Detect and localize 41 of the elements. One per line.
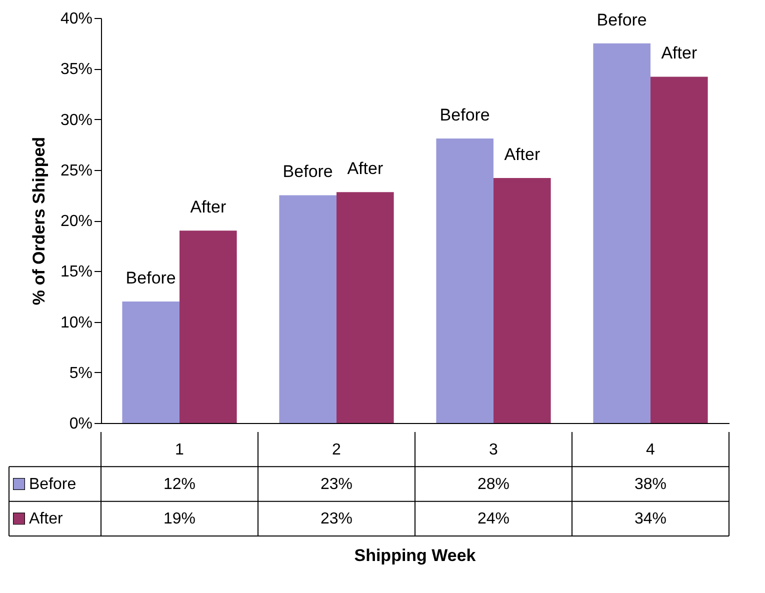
data-label: 19% bbox=[163, 510, 196, 528]
text: After bbox=[190, 198, 226, 217]
data-label: 23% bbox=[320, 476, 353, 493]
data-label: 24% bbox=[477, 510, 510, 528]
text: Before bbox=[282, 162, 333, 182]
x-tick-label: 1 bbox=[175, 441, 184, 458]
bar bbox=[336, 192, 394, 423]
text: Before bbox=[126, 268, 176, 288]
data-label: 23% bbox=[320, 510, 353, 528]
x-tick-label: 3 bbox=[489, 441, 498, 458]
y-tick-label: 10% bbox=[60, 314, 92, 332]
bar bbox=[180, 230, 237, 423]
bar bbox=[593, 43, 650, 423]
y-tick-label: 40% bbox=[60, 10, 92, 28]
y-tick-label: 35% bbox=[60, 61, 92, 78]
text: Before bbox=[596, 10, 647, 30]
y-tick-label: 20% bbox=[60, 213, 92, 230]
bar bbox=[436, 138, 494, 423]
data-label: 28% bbox=[477, 476, 510, 493]
bar bbox=[494, 178, 551, 423]
text: Shipping Week bbox=[354, 546, 476, 565]
data-label: 34% bbox=[634, 510, 667, 528]
text: After bbox=[347, 159, 384, 178]
x-tick-label: 4 bbox=[646, 441, 656, 458]
data-label: 12% bbox=[163, 476, 196, 493]
y-tick-label: 15% bbox=[60, 264, 92, 281]
legend-label: Before bbox=[29, 476, 76, 493]
y-tick-label: 0% bbox=[69, 416, 92, 432]
text: After bbox=[504, 144, 540, 164]
text: Before bbox=[440, 105, 490, 124]
bar bbox=[279, 195, 336, 423]
data-label: 38% bbox=[634, 476, 667, 493]
y-tick-label: 5% bbox=[69, 364, 92, 382]
bar bbox=[122, 302, 180, 423]
bar bbox=[650, 76, 708, 423]
text: After bbox=[661, 44, 698, 63]
y-axis-title: % of Orders Shipped bbox=[29, 136, 48, 306]
legend-label: After bbox=[29, 510, 64, 528]
y-tick-label: 30% bbox=[60, 112, 92, 129]
x-tick-label: 2 bbox=[332, 441, 342, 458]
y-tick-label: 25% bbox=[60, 162, 92, 180]
